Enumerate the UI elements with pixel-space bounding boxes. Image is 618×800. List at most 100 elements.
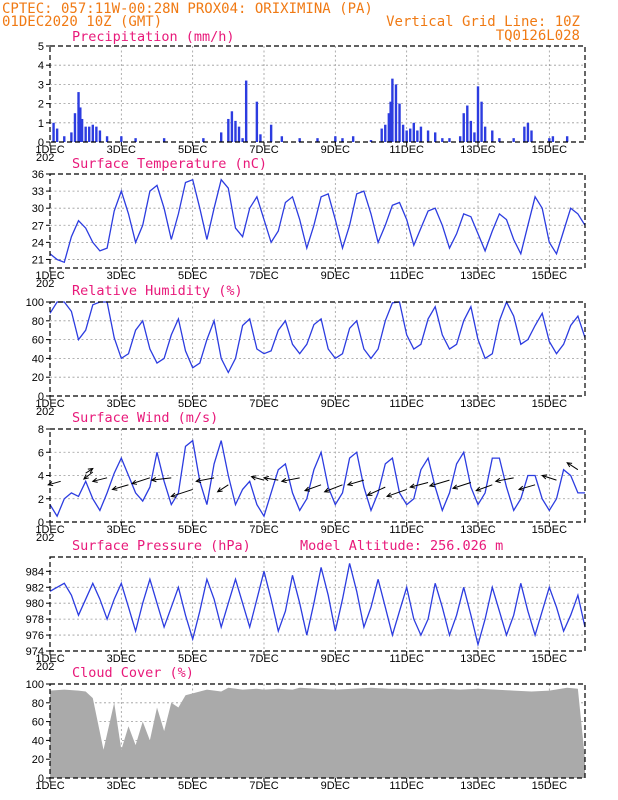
- wind-arrow-head: [366, 491, 373, 496]
- y-tick-label: 978: [26, 614, 44, 626]
- wind-arrow-head: [566, 462, 573, 468]
- wind-arrow-head: [111, 485, 118, 491]
- precip-bar: [426, 130, 430, 142]
- wind-arrow-head: [91, 477, 98, 483]
- x-tick-label: 1DEC: [35, 270, 64, 282]
- precip-bar: [280, 136, 284, 142]
- precip-bar: [351, 136, 355, 142]
- x-tick-label: 1DEC: [35, 653, 64, 665]
- precip-bar: [316, 138, 319, 142]
- temp-frame: [49, 173, 586, 269]
- y-tick-label: 36: [32, 169, 44, 181]
- precip-bar: [227, 118, 230, 142]
- precip-frame: [49, 45, 586, 143]
- precip-bar: [530, 130, 533, 142]
- precip-bar: [548, 138, 551, 142]
- wind-arrow-head: [195, 477, 202, 484]
- wind-arrow: [85, 468, 94, 474]
- wind-arrow-head: [428, 482, 435, 488]
- y-tick-label: 5: [38, 41, 44, 53]
- header-date: 01DEC2020 10Z (GMT): [2, 14, 162, 30]
- wind-arrow-head: [385, 492, 393, 498]
- precip-bar: [491, 130, 494, 142]
- wind-arrow: [386, 488, 407, 497]
- x-tick-label: 7DEC: [249, 144, 278, 156]
- x-tick-label: 1DEC: [35, 780, 64, 792]
- x-tick-label: 9DEC: [321, 398, 350, 410]
- humidity-title: Relative Humidity (%): [72, 283, 243, 299]
- wind-line: [49, 439, 585, 518]
- y-tick-label: 982: [26, 582, 44, 594]
- temperature-panel: Surface Temperature (nC) 21 24 27 30 33 36 1DE…: [32, 156, 586, 290]
- precip-bar: [202, 138, 205, 142]
- wind-arrow: [151, 477, 172, 481]
- x-tick-label: 5DEC: [178, 144, 207, 156]
- y-tick-label: 0: [38, 773, 44, 785]
- y-tick-label: 976: [26, 630, 44, 642]
- wind-arrow-head: [475, 486, 482, 492]
- y-tick-label: 2: [38, 494, 44, 506]
- year-label-cut: 202: [36, 152, 54, 164]
- pressure-title: Surface Pressure (hPa): [72, 538, 251, 554]
- x-tick-label: 5DEC: [178, 524, 207, 536]
- x-tick-label: 3DEC: [107, 144, 136, 156]
- y-tick-label: 0: [38, 137, 44, 149]
- precip-bar: [409, 128, 412, 142]
- precip-bar: [88, 126, 91, 142]
- precip-bar: [434, 132, 437, 142]
- precip-bar: [389, 101, 392, 142]
- x-tick-label: 11DEC: [389, 780, 424, 792]
- precip-bar: [380, 128, 383, 142]
- wind-arrow: [196, 477, 215, 482]
- cloud-cover-title: Cloud Cover (%): [72, 665, 194, 681]
- precip-bar: [55, 128, 59, 142]
- wind-arrow: [263, 477, 279, 481]
- x-tick-label: 3DEC: [107, 398, 136, 410]
- precip-bar: [70, 132, 73, 142]
- x-tick-label: 11DEC: [389, 270, 424, 282]
- wind-arrow: [495, 477, 514, 482]
- cloud-frame: [49, 683, 586, 779]
- y-tick-label: 0: [38, 517, 44, 529]
- wind-arrow: [304, 484, 322, 492]
- wind-arrow: [410, 481, 429, 488]
- precip-bar: [79, 107, 82, 142]
- precip-bar: [401, 124, 405, 142]
- x-tick-label: 7DEC: [249, 270, 278, 282]
- precip-bar: [259, 134, 262, 142]
- wind-arrow: [251, 476, 265, 481]
- wind-arrow-head: [130, 479, 138, 485]
- precip-bar: [441, 138, 444, 142]
- precip-bar: [387, 113, 391, 142]
- precip-bar: [241, 138, 244, 142]
- wind-arrow-head: [517, 485, 525, 491]
- wind-title: Surface Wind (m/s): [72, 410, 218, 426]
- wind-arrow: [367, 486, 386, 496]
- wind-arrow-head: [150, 477, 157, 483]
- y-tick-label: 100: [26, 679, 44, 691]
- wind-arrow: [131, 477, 151, 485]
- cloud-cover-area: [50, 687, 585, 778]
- wind-arrow: [92, 477, 108, 482]
- wind-arrow: [452, 481, 472, 489]
- x-tick-label: 9DEC: [321, 653, 350, 665]
- wind-arrow: [518, 484, 536, 490]
- model-altitude: Model Altitude: 256.026 m: [300, 538, 503, 554]
- header-location: CPTEC: 057:11W-00:28N PROX04: ORIXIMINA …: [2, 1, 373, 17]
- x-tick-label: 7DEC: [249, 524, 278, 536]
- year-label-cut: 202: [36, 406, 54, 418]
- x-tick-label: 13DEC: [460, 653, 496, 665]
- wind-arrow: [324, 484, 343, 493]
- wind-arrow: [217, 484, 229, 493]
- x-tick-label: 1DEC: [35, 144, 64, 156]
- y-tick-label: 40: [32, 735, 44, 747]
- precip-bar: [498, 138, 501, 142]
- y-tick-label: 30: [32, 203, 44, 215]
- x-tick-label: 15DEC: [532, 398, 568, 410]
- precip-bar: [334, 136, 337, 142]
- precip-bar: [416, 130, 419, 142]
- x-tick-label: 5DEC: [178, 270, 207, 282]
- precip-bar: [220, 132, 223, 142]
- precip-bar: [230, 111, 234, 142]
- precip-bar: [91, 124, 94, 142]
